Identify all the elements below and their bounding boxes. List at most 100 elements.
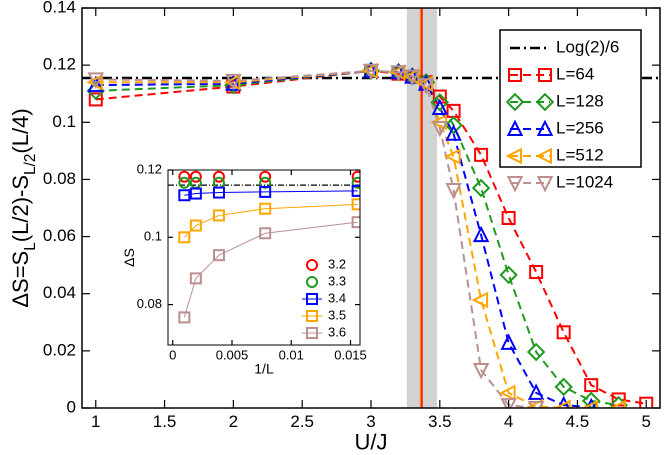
x-tick-label: 3	[366, 412, 375, 431]
legend-label: Log(2)/6	[556, 37, 619, 56]
marker	[508, 68, 522, 82]
marker	[189, 272, 202, 285]
marker	[212, 209, 225, 222]
plot-area	[168, 170, 360, 324]
x-tick-label: 4	[504, 412, 513, 431]
marker	[212, 186, 225, 199]
marker	[389, 64, 406, 81]
marker	[362, 63, 380, 81]
marker	[178, 170, 191, 183]
legend-label: 3.2	[328, 256, 346, 271]
main-chart: 1 1.5 2 2.5 3 3.5 4 4.5 5 0 0.02 0.04 0.06 0.08 0.1 0.1…	[8, 0, 661, 455]
marker	[178, 189, 191, 202]
marker	[417, 74, 435, 91]
marker	[416, 75, 434, 92]
marker	[390, 65, 407, 82]
marker	[212, 170, 225, 183]
x-axis-label: 1/L	[254, 361, 274, 377]
marker	[178, 176, 191, 189]
y-label-subscript: L/2	[22, 154, 39, 175]
marker	[526, 398, 544, 408]
x-tick-label: 0.005	[216, 347, 249, 362]
series-line	[183, 221, 358, 318]
y-axis-label: ΔS=SL(L/2)-SL/2(L/4)	[8, 108, 39, 307]
marker	[351, 170, 360, 183]
legend-label: L=256	[556, 118, 604, 137]
marker	[500, 333, 517, 350]
y-label-part: ΔS	[121, 248, 137, 267]
x-tick-label: 3.5	[428, 412, 452, 431]
legend: Log(2)/6 L=64 L=128 L=256 L=512 L=1024	[499, 29, 642, 193]
legend: 3.2 3.3 3.4 3.5 3.6	[302, 256, 346, 339]
marker	[505, 147, 522, 165]
marker	[351, 184, 360, 197]
legend-label: L=128	[556, 91, 604, 110]
series-line	[184, 190, 358, 196]
series-line	[95, 69, 537, 408]
legend-label: 3.3	[328, 273, 346, 288]
marker	[526, 342, 546, 362]
marker	[361, 62, 378, 80]
marker	[506, 119, 524, 136]
legend-label: 3.4	[328, 290, 346, 305]
marker	[178, 311, 191, 324]
marker	[351, 198, 360, 211]
marker	[536, 119, 554, 136]
marker	[501, 211, 516, 225]
axes-frame	[167, 169, 361, 346]
marker	[444, 148, 461, 165]
y-label-subscript: L	[22, 242, 39, 251]
y-label-part: ΔS=S	[8, 251, 33, 308]
legend-label: L=64	[556, 64, 594, 83]
y-tick-label: 0	[67, 397, 76, 416]
marker	[535, 147, 552, 165]
y-tick-label: 0.04	[43, 283, 76, 302]
x-tick-label: 2.5	[290, 412, 314, 431]
y-tick-label: 0.1	[52, 112, 76, 131]
series-line	[183, 203, 358, 238]
marker	[527, 401, 545, 408]
marker	[581, 391, 601, 408]
marker	[306, 259, 318, 271]
marker	[536, 176, 554, 193]
marker	[471, 291, 489, 309]
marker	[189, 219, 202, 232]
y-axis-label: ΔS	[121, 248, 137, 267]
y-tick-label: 0.08	[137, 296, 162, 311]
x-tick-label: 0.015	[334, 347, 367, 362]
marker	[259, 227, 272, 240]
y-tick-label: 0.1	[144, 229, 162, 244]
marker	[351, 216, 360, 229]
marker	[225, 73, 242, 91]
marker	[402, 68, 420, 85]
x-axis-label: U/J	[355, 430, 388, 455]
x-tick-label: 1.5	[153, 412, 177, 431]
marker	[189, 170, 202, 183]
marker	[306, 293, 318, 305]
marker	[306, 276, 318, 288]
marker	[87, 72, 104, 89]
marker	[557, 395, 570, 408]
y-label-part: (L/4)	[8, 108, 33, 153]
marker	[556, 325, 571, 340]
marker	[306, 310, 318, 322]
inset-chart: 0 0.005 0.01 0.015 0.08 0.1 0.12 1/L ΔS 3.2 3.3 3.4…	[121, 161, 367, 376]
marker	[529, 265, 544, 279]
y-tick-label: 0.14	[43, 0, 76, 16]
marker	[445, 183, 462, 200]
marker	[500, 398, 517, 408]
marker	[554, 377, 573, 397]
marker	[189, 187, 202, 200]
legend-label: 3.6	[328, 324, 346, 339]
marker	[538, 68, 552, 82]
marker	[444, 115, 463, 135]
y-tick-label: 0.02	[43, 340, 76, 359]
x-tick-label: 4.5	[566, 412, 590, 431]
x-tick-label: 1	[91, 412, 100, 431]
marker	[505, 92, 525, 112]
marker	[259, 202, 272, 215]
marker	[445, 124, 462, 141]
marker	[499, 265, 518, 285]
